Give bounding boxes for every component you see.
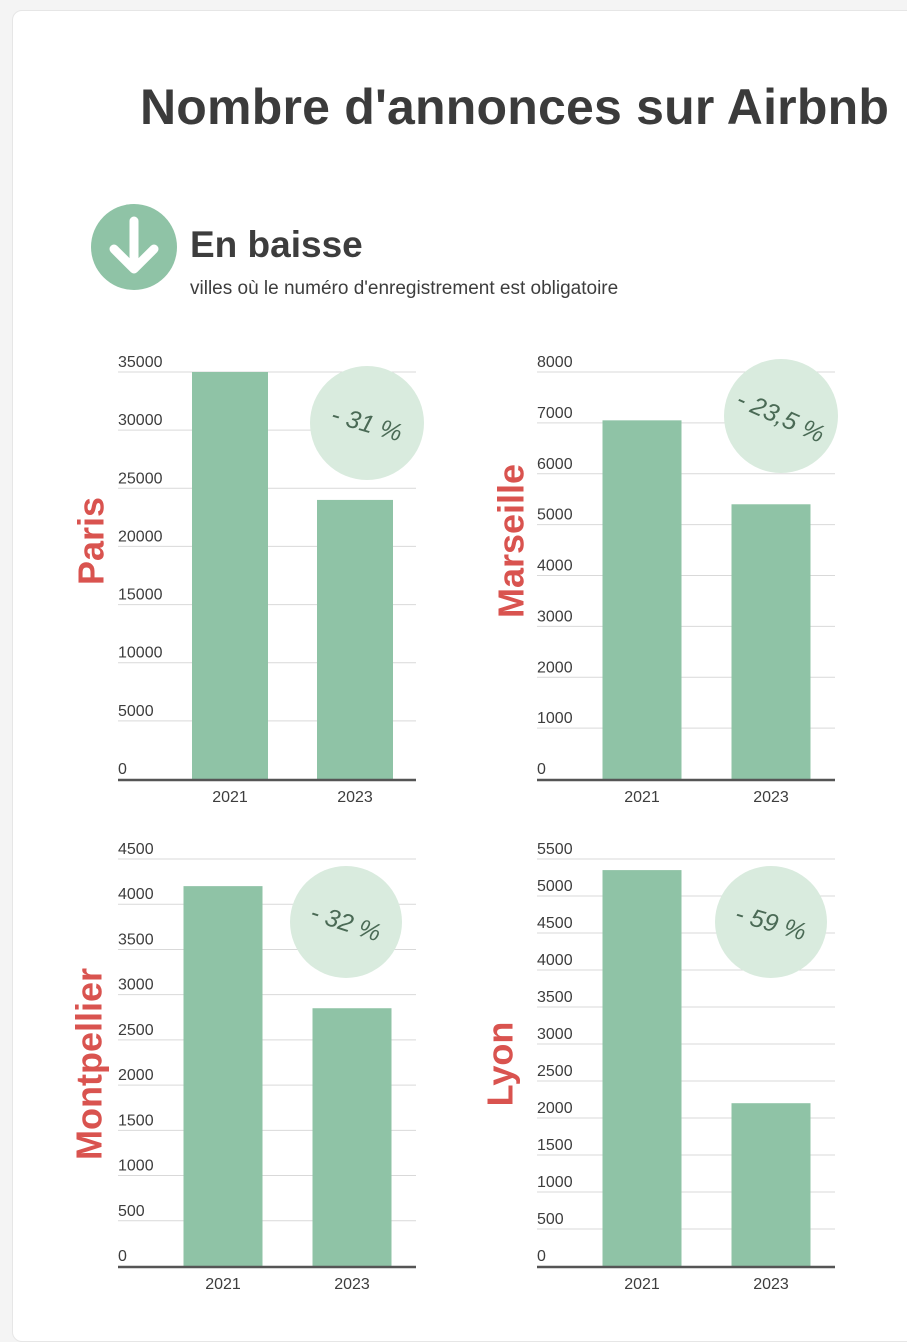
y-tick-label: 0 — [537, 761, 546, 778]
y-tick-label: 4000 — [118, 886, 154, 903]
y-tick-label: 500 — [537, 1211, 564, 1228]
y-tick-label: 2000 — [537, 659, 573, 676]
bar-2021 — [183, 886, 263, 1266]
arrow-down-icon — [109, 216, 159, 274]
city-label: Marseille — [491, 464, 532, 618]
y-tick-label: 5000 — [537, 878, 573, 895]
y-tick-label: 500 — [118, 1203, 145, 1220]
y-tick-label: 20000 — [118, 528, 163, 545]
x-tick-label: 2021 — [624, 789, 660, 806]
y-tick-label: 1000 — [537, 1174, 573, 1191]
x-tick-label: 2021 — [624, 1276, 660, 1293]
bar-2021 — [602, 420, 682, 779]
y-tick-label: 0 — [118, 1248, 127, 1265]
bar-2021 — [602, 870, 682, 1266]
y-tick-label: 15000 — [118, 587, 163, 604]
y-tick-label: 1500 — [118, 1112, 154, 1129]
y-tick-label: 10000 — [118, 645, 163, 662]
y-tick-label: 5000 — [118, 703, 154, 720]
y-tick-label: 1000 — [537, 710, 573, 727]
y-tick-label: 2000 — [537, 1100, 573, 1117]
x-tick-label: 2021 — [205, 1276, 241, 1293]
y-tick-label: 3000 — [118, 977, 154, 994]
y-tick-label: 4000 — [537, 952, 573, 969]
section-title: En baisse — [190, 224, 363, 265]
change-circle — [290, 866, 402, 978]
decrease-badge — [91, 204, 177, 290]
page-title: Nombre d'annonces sur Airbnb — [140, 79, 890, 135]
y-tick-label: 3500 — [118, 931, 154, 948]
x-tick-label: 2023 — [337, 789, 373, 806]
y-tick-label: 5500 — [537, 841, 573, 858]
y-tick-label: 1500 — [537, 1137, 573, 1154]
change-circle — [724, 359, 838, 473]
change-circle — [310, 366, 424, 480]
bar-2023 — [312, 1008, 392, 1266]
y-tick-label: 6000 — [537, 456, 573, 473]
bar-2023 — [731, 1103, 811, 1266]
y-tick-label: 3500 — [537, 989, 573, 1006]
y-tick-label: 30000 — [118, 412, 163, 429]
y-tick-label: 8000 — [537, 354, 573, 371]
bar-2023 — [317, 499, 393, 779]
bar-2023 — [731, 504, 811, 779]
y-tick-label: 3000 — [537, 608, 573, 625]
y-tick-label: 1000 — [118, 1158, 154, 1175]
y-tick-label: 0 — [118, 761, 127, 778]
section-subtitle: villes où le numéro d'enregistrement est… — [190, 278, 619, 299]
y-tick-label: 2500 — [537, 1063, 573, 1080]
x-tick-label: 2023 — [334, 1276, 370, 1293]
y-tick-label: 3000 — [537, 1026, 573, 1043]
x-tick-label: 2021 — [212, 789, 248, 806]
y-tick-label: 35000 — [118, 354, 163, 371]
change-circle — [715, 866, 827, 978]
city-label: Montpellier — [69, 968, 110, 1160]
x-tick-label: 2023 — [753, 1276, 789, 1293]
y-tick-label: 25000 — [118, 470, 163, 487]
y-tick-label: 7000 — [537, 405, 573, 422]
y-tick-label: 4500 — [118, 841, 154, 858]
y-tick-label: 0 — [537, 1248, 546, 1265]
y-tick-label: 2500 — [118, 1022, 154, 1039]
city-label: Lyon — [480, 1022, 521, 1107]
x-tick-label: 2023 — [753, 789, 789, 806]
city-label: Paris — [71, 497, 112, 585]
y-tick-label: 4000 — [537, 558, 573, 575]
chart-lyon: 0 500 1000 1500 2000 2500 3000 3500 4000 4500 5000… — [480, 841, 835, 1293]
y-tick-label: 2000 — [118, 1067, 154, 1084]
bar-2021 — [192, 372, 268, 779]
y-tick-label: 5000 — [537, 507, 573, 524]
y-tick-label: 4500 — [537, 915, 573, 932]
